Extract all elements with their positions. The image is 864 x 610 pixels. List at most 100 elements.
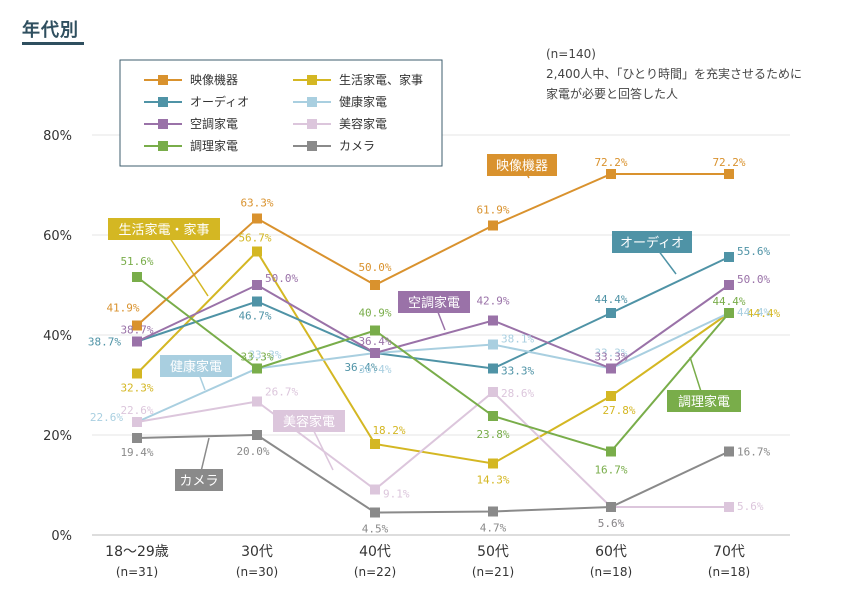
data-label: 72.2% xyxy=(594,156,627,169)
data-label: 44.4% xyxy=(594,293,627,306)
data-point xyxy=(606,391,616,401)
x-tick-sample-size: (n=22) xyxy=(354,565,396,579)
data-label: 61.9% xyxy=(476,204,509,217)
y-axis: 0% 20% 40% 60% 80% xyxy=(43,129,72,544)
data-label: 22.6% xyxy=(120,404,153,417)
data-label: 16.7% xyxy=(737,446,770,459)
data-label: 14.3% xyxy=(476,474,509,487)
data-label: 40.9% xyxy=(358,307,391,320)
series-line-4 xyxy=(136,283,730,370)
legend-marker xyxy=(307,97,317,107)
data-label: 51.6% xyxy=(120,255,153,268)
data-label: 4.5% xyxy=(362,523,389,536)
y-tick-label: 20% xyxy=(43,429,72,444)
legend-marker xyxy=(158,75,168,85)
data-point xyxy=(724,280,734,290)
data-label: 36.4% xyxy=(358,335,391,348)
callout-box xyxy=(108,218,220,240)
data-point xyxy=(488,315,498,326)
data-point xyxy=(252,246,262,257)
data-point xyxy=(370,484,380,495)
callout-label: オーディオ xyxy=(620,235,684,251)
legend-label: 健康家電 xyxy=(339,94,387,109)
x-tick-label: 50代 xyxy=(477,544,509,560)
callout-label: 映像機器 xyxy=(496,159,548,174)
x-tick-label: 40代 xyxy=(359,544,391,560)
data-point xyxy=(252,396,262,407)
data-point xyxy=(132,336,142,347)
data-label: 26.7% xyxy=(265,386,298,399)
legend-box xyxy=(119,59,443,167)
callout-box xyxy=(175,469,223,491)
legend-label: オーディオ xyxy=(190,94,249,109)
data-point xyxy=(606,502,616,512)
callout-label: 健康家電 xyxy=(170,359,222,375)
data-point xyxy=(370,439,380,449)
data-label: 50.0% xyxy=(265,272,298,285)
data-point xyxy=(370,348,380,358)
series-line-3 xyxy=(136,312,730,423)
data-label: 38.1% xyxy=(501,333,534,346)
data-label: 63.3% xyxy=(240,197,273,210)
legend-marker xyxy=(307,141,317,151)
data-point xyxy=(132,320,142,331)
series-line-0 xyxy=(136,173,729,327)
data-point xyxy=(252,213,262,224)
data-point xyxy=(488,506,498,517)
callout-box xyxy=(160,355,232,377)
series-line-2 xyxy=(136,256,730,370)
data-point xyxy=(252,430,262,440)
series-lines xyxy=(136,173,730,514)
data-point xyxy=(252,296,262,307)
data-label: 33.3% xyxy=(501,365,534,378)
data-point xyxy=(488,339,498,350)
data-label: 33.3% xyxy=(594,347,627,360)
data-label: 33.3% xyxy=(594,351,627,364)
data-point xyxy=(370,507,380,518)
y-tick-label: 0% xyxy=(51,529,72,544)
data-label: 50.0% xyxy=(358,261,391,274)
data-point xyxy=(724,308,734,318)
data-point xyxy=(132,272,142,282)
data-label: 18.2% xyxy=(372,424,405,437)
data-point xyxy=(370,280,380,290)
data-label: 36.4% xyxy=(358,363,391,376)
data-point xyxy=(132,368,142,379)
data-label: 32.3% xyxy=(120,382,153,395)
legend-marker xyxy=(307,75,317,85)
series-markers xyxy=(132,169,734,518)
data-point xyxy=(724,252,734,262)
note-line-1: 2,400人中、「ひとり時間」を充実させるために xyxy=(546,67,802,81)
data-point xyxy=(606,363,616,374)
x-tick-sample-size: (n=18) xyxy=(590,565,632,579)
data-label: 44.4% xyxy=(737,306,770,319)
legend-label: 空調家電 xyxy=(190,116,238,131)
x-tick-label: 18〜29歳 xyxy=(105,544,169,560)
data-label: 19.4% xyxy=(120,446,153,459)
data-label: 38.7% xyxy=(120,324,153,337)
x-axis: 18〜29歳 (n=31) 30代 (n=30) 40代 (n=22) 50代 (n=21) 6… xyxy=(105,544,750,579)
callout-pointer xyxy=(163,228,209,297)
data-point xyxy=(488,220,498,231)
data-point xyxy=(252,280,262,290)
x-tick-sample-size: (n=21) xyxy=(472,565,514,579)
x-tick-label: 70代 xyxy=(713,544,745,560)
series-line-7 xyxy=(136,433,730,514)
callout-box xyxy=(612,231,692,253)
legend-marker xyxy=(158,119,168,129)
x-tick-label: 60代 xyxy=(595,544,627,560)
data-label: 4.7% xyxy=(480,522,507,535)
data-label: 23.8% xyxy=(476,428,509,441)
data-label: 33.3% xyxy=(240,351,273,364)
legend-marker xyxy=(158,141,168,151)
data-point xyxy=(370,325,380,336)
callout-box xyxy=(667,390,741,412)
data-labels: 41.9% 63.3% 50.0% 61.9% 72.2% 72.2% 32.3% 56.7%… xyxy=(88,156,781,536)
data-label: 38.7% xyxy=(88,336,121,349)
x-tick-sample-size: (n=18) xyxy=(708,565,750,579)
data-point xyxy=(488,363,498,374)
data-label: 5.6% xyxy=(598,517,625,530)
data-label: 50.0% xyxy=(737,273,770,286)
y-tick-label: 60% xyxy=(43,229,72,244)
